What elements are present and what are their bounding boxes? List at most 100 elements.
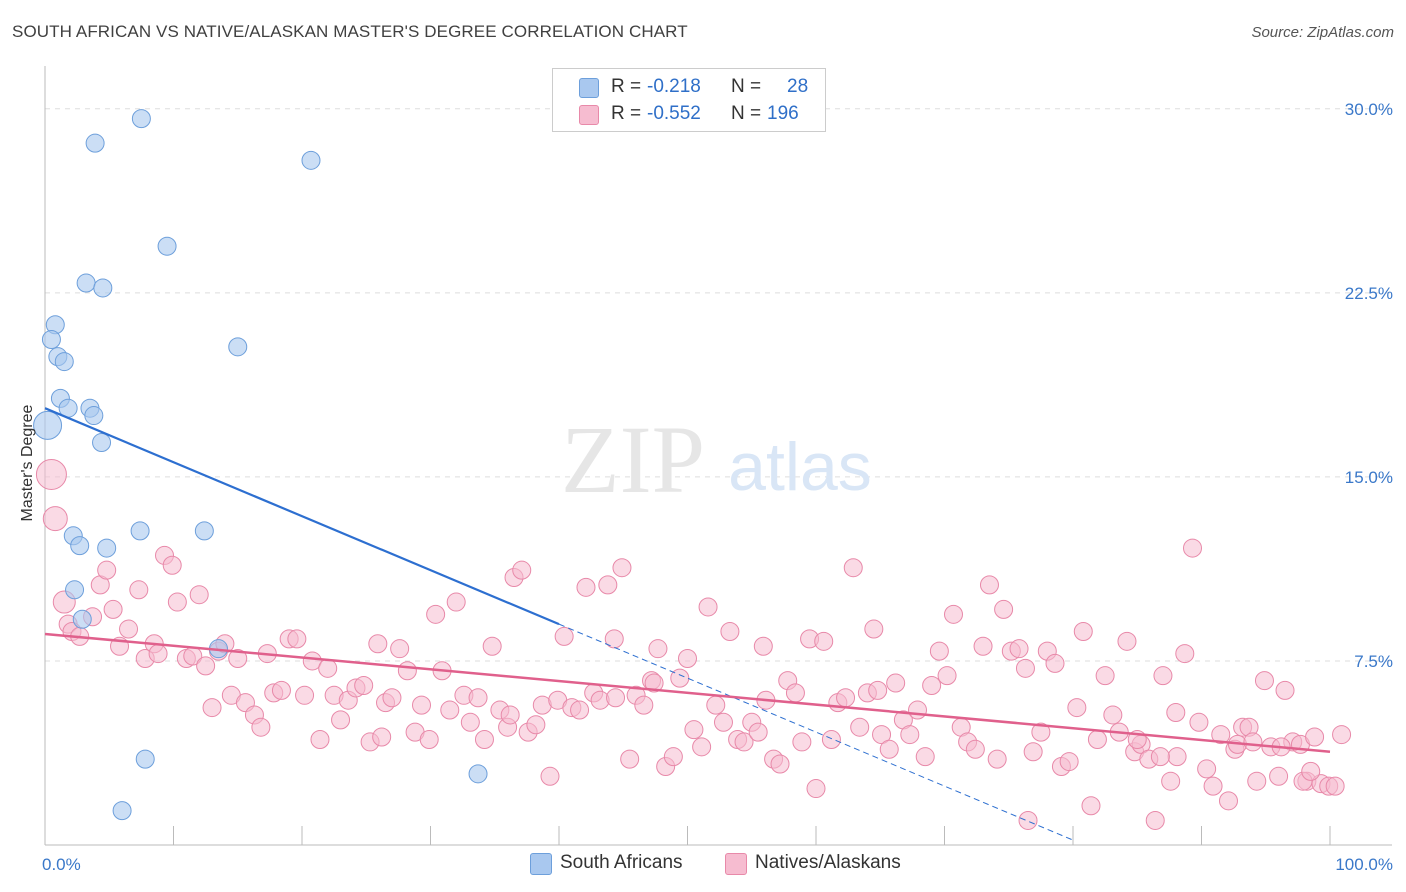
data-point-natives-alaskans [310, 729, 330, 749]
legend-label: Natives/Alaskans [755, 852, 901, 873]
data-point-south-africans [157, 236, 177, 256]
data-point-south-africans [72, 609, 92, 629]
data-point-natives-alaskans [372, 727, 392, 747]
data-point-south-africans [228, 337, 248, 357]
data-point-south-africans [93, 278, 113, 298]
data-point-natives-alaskans [886, 673, 906, 693]
data-point-natives-alaskans [1275, 680, 1295, 700]
data-point-south-africans [33, 410, 63, 440]
tick-labels: 7.5% 15.0% 22.5% 30.0% 0.0% 100.0% [42, 100, 1393, 874]
data-point-natives-alaskans [1145, 810, 1165, 830]
data-point-natives-alaskans [979, 575, 999, 595]
data-point-natives-alaskans [1269, 766, 1289, 786]
data-point-natives-alaskans [973, 636, 993, 656]
data-point-natives-alaskans [987, 749, 1007, 769]
data-point-natives-alaskans [698, 597, 718, 617]
data-point-natives-alaskans [196, 656, 216, 676]
data-point-natives-alaskans [576, 577, 596, 597]
data-point-natives-alaskans [1211, 725, 1231, 745]
y-tick-label: 15.0% [1345, 468, 1393, 487]
data-point-natives-alaskans [836, 688, 856, 708]
data-point-natives-alaskans [251, 717, 271, 737]
data-point-natives-alaskans [908, 700, 928, 720]
data-point-natives-alaskans [474, 729, 494, 749]
grid-lines [45, 108, 1392, 662]
data-point-natives-alaskans [129, 580, 149, 600]
data-point-natives-alaskans [748, 722, 768, 742]
pink-swatch [725, 853, 747, 875]
data-point-natives-alaskans [1254, 671, 1274, 691]
data-point-natives-alaskans [937, 666, 957, 686]
data-point-natives-alaskans [1243, 732, 1263, 752]
data-point-natives-alaskans [382, 688, 402, 708]
data-point-natives-alaskans [446, 592, 466, 612]
x-tick-label: 100.0% [1335, 855, 1393, 874]
data-point-natives-alaskans [792, 732, 812, 752]
data-point-south-africans [92, 433, 112, 453]
data-point-south-africans [41, 329, 61, 349]
data-point-natives-alaskans [570, 700, 590, 720]
data-point-natives-alaskans [634, 695, 654, 715]
watermark-zip: ZIP [561, 406, 705, 513]
data-point-natives-alaskans [806, 779, 826, 799]
data-point-south-africans [301, 150, 321, 170]
pink-swatch [579, 105, 599, 125]
y-tick-label: 22.5% [1345, 284, 1393, 303]
data-point-natives-alaskans [1167, 747, 1187, 767]
chart-title: SOUTH AFRICAN VS NATIVE/ALASKAN MASTER'S… [12, 22, 688, 41]
data-point-natives-alaskans [864, 619, 884, 639]
data-point-natives-alaskans [148, 644, 168, 664]
data-point-natives-alaskans [426, 604, 446, 624]
stats-legend: R = -0.218 N = 28 R = -0.552 N = 196 [552, 68, 826, 132]
series-south-africans [33, 109, 488, 821]
data-point-natives-alaskans [1305, 727, 1325, 747]
data-point-natives-alaskans [42, 506, 68, 532]
data-point-natives-alaskans [1031, 722, 1051, 742]
data-point-natives-alaskans [354, 675, 374, 695]
legend-r-label: R = [611, 76, 642, 97]
data-point-natives-alaskans [1059, 752, 1079, 772]
blue-swatch [579, 78, 599, 98]
data-point-south-africans [112, 801, 132, 821]
data-point-natives-alaskans [554, 626, 574, 646]
source-credit: Source: ZipAtlas.com [1251, 24, 1394, 41]
data-point-natives-alaskans [482, 636, 502, 656]
trend-lines [44, 407, 1331, 841]
data-point-natives-alaskans [460, 712, 480, 732]
series-legend: South Africans Natives/Alaskans [0, 852, 1406, 878]
data-point-natives-alaskans [965, 739, 985, 759]
data-point-natives-alaskans [713, 712, 733, 732]
data-point-natives-alaskans [620, 749, 640, 769]
legend-r-label: R = [611, 103, 642, 124]
data-point-natives-alaskans [1150, 747, 1170, 767]
data-point-natives-alaskans [770, 754, 790, 774]
data-point-natives-alaskans [843, 558, 863, 578]
data-point-natives-alaskans [922, 675, 942, 695]
data-point-natives-alaskans [412, 695, 432, 715]
data-point-natives-alaskans [1087, 729, 1107, 749]
data-point-natives-alaskans [785, 683, 805, 703]
data-point-natives-alaskans [97, 560, 117, 580]
data-point-natives-alaskans [850, 717, 870, 737]
data-point-natives-alaskans [368, 634, 388, 654]
data-point-natives-alaskans [929, 641, 949, 661]
data-point-natives-alaskans [468, 688, 488, 708]
data-point-natives-alaskans [540, 766, 560, 786]
data-point-natives-alaskans [612, 558, 632, 578]
data-point-natives-alaskans [295, 685, 315, 705]
data-point-natives-alaskans [1045, 653, 1065, 673]
data-point-natives-alaskans [1015, 658, 1035, 678]
data-point-natives-alaskans [692, 737, 712, 757]
data-point-natives-alaskans [598, 575, 618, 595]
data-point-natives-alaskans [1301, 761, 1321, 781]
data-point-natives-alaskans [1247, 771, 1267, 791]
axes [44, 66, 1392, 846]
series-natives-alaskans [35, 458, 1352, 830]
data-point-natives-alaskans [500, 705, 520, 725]
trend-line-south-africans [44, 407, 560, 626]
data-point-natives-alaskans [663, 747, 683, 767]
y-tick-label: 7.5% [1354, 652, 1393, 671]
watermark-atlas: atlas [728, 429, 872, 505]
y-tick-label: 30.0% [1345, 100, 1393, 119]
